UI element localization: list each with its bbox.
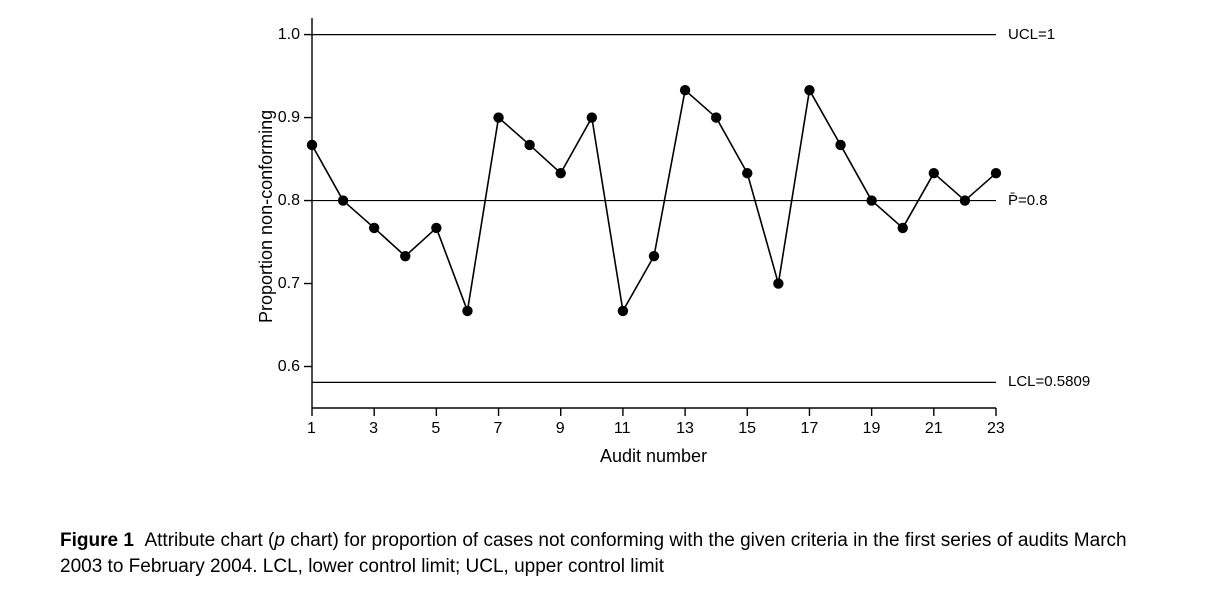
y-tick-label: 0.7	[278, 275, 300, 293]
x-tick-label: 15	[738, 420, 756, 438]
caption-text-a: Attribute chart (	[144, 530, 274, 551]
data-point	[369, 223, 379, 233]
x-tick-label: 23	[987, 420, 1005, 438]
x-tick-label: 11	[614, 420, 631, 438]
y-tick-label: 0.9	[278, 109, 300, 127]
data-point	[898, 223, 908, 233]
data-point	[307, 140, 317, 150]
x-tick-label: 17	[800, 420, 818, 438]
data-point	[742, 168, 752, 178]
y-tick-label: 0.8	[278, 192, 300, 210]
y-tick-label: 1.0	[278, 26, 300, 44]
x-tick-label: 9	[556, 420, 565, 438]
x-tick-label: 21	[925, 420, 943, 438]
data-point	[991, 168, 1001, 178]
data-point	[929, 168, 939, 178]
data-point	[431, 223, 441, 233]
x-tick-label: 5	[431, 420, 440, 438]
data-point	[556, 168, 566, 178]
reference-line-label: P̄=0.8	[1008, 192, 1048, 209]
x-tick-label: 19	[863, 420, 881, 438]
data-point	[400, 251, 410, 261]
data-point	[711, 112, 721, 122]
data-point	[524, 140, 534, 150]
x-tick-label: 3	[369, 420, 378, 438]
y-tick-label: 0.6	[278, 358, 300, 376]
data-point	[649, 251, 659, 261]
data-point	[338, 195, 348, 205]
reference-line-label: LCL=0.5809	[1008, 373, 1090, 390]
caption-p-italic: p	[274, 530, 285, 551]
reference-line-label: UCL=1	[1008, 26, 1055, 43]
data-point	[587, 112, 597, 122]
data-point	[835, 140, 845, 150]
caption-figure-label: Figure 1	[60, 530, 134, 551]
x-tick-label: 7	[494, 420, 503, 438]
data-point	[493, 112, 503, 122]
data-point	[462, 306, 472, 316]
data-point	[960, 195, 970, 205]
data-point	[866, 195, 876, 205]
data-point	[680, 85, 690, 95]
x-tick-label: 13	[676, 420, 694, 438]
data-point	[804, 85, 814, 95]
data-point	[618, 306, 628, 316]
figure-caption: Figure 1 Attribute chart (p chart) for p…	[60, 528, 1140, 579]
data-point	[773, 278, 783, 288]
x-tick-label: 1	[307, 420, 316, 438]
figure-container: Proportion non-conforming Audit number F…	[0, 0, 1229, 597]
